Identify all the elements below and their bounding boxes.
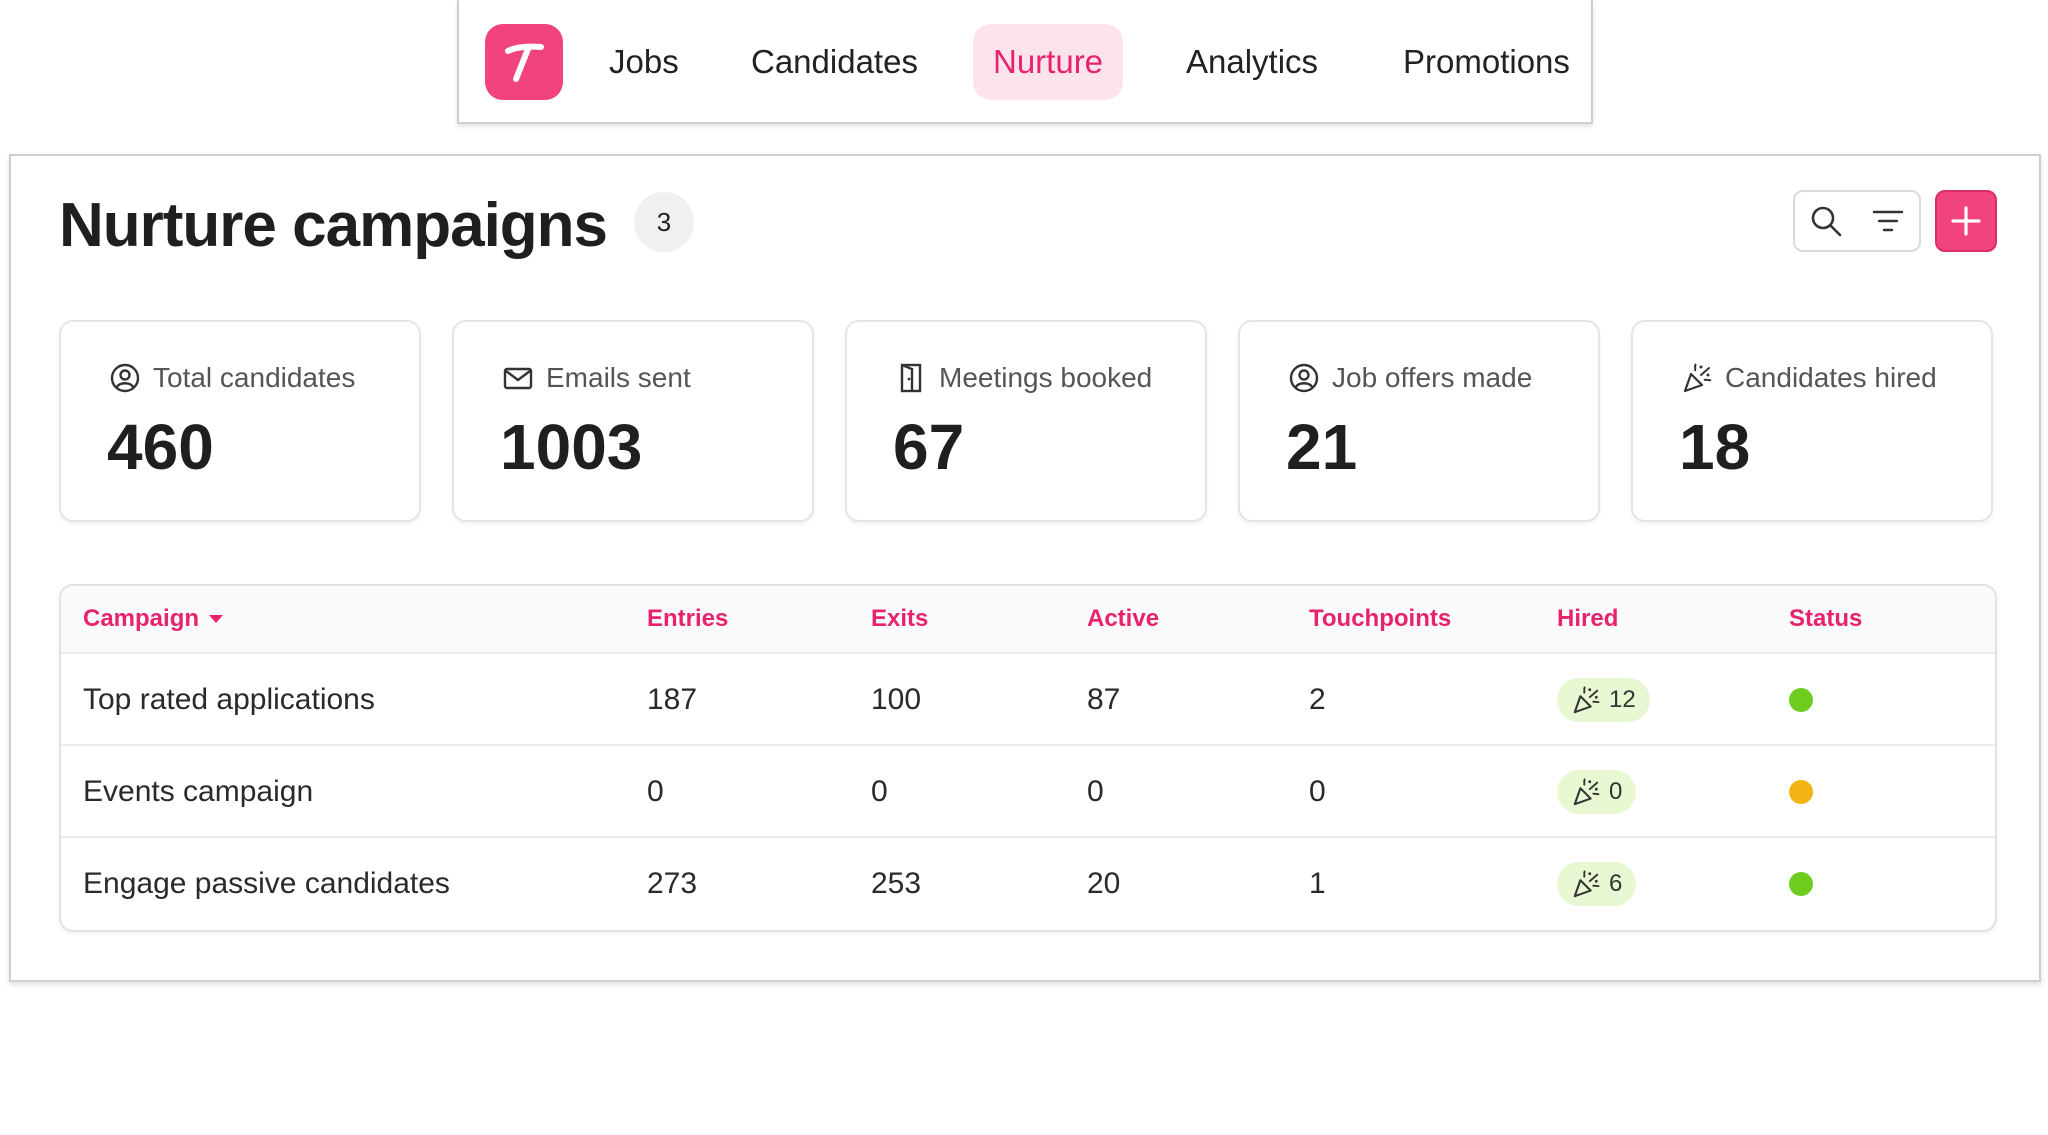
exits-cell: 0 bbox=[871, 775, 888, 808]
user-circle-icon bbox=[1288, 362, 1320, 394]
stat-card-meetings-booked: Meetings booked 67 bbox=[845, 320, 1207, 522]
hired-count: 12 bbox=[1609, 686, 1636, 713]
party-popper-icon bbox=[1571, 869, 1601, 899]
stat-value: 21 bbox=[1286, 411, 1358, 483]
stat-value: 18 bbox=[1679, 411, 1751, 483]
status-cell bbox=[1789, 838, 1813, 930]
active-cell: 87 bbox=[1087, 683, 1121, 716]
hired-badge: 6 bbox=[1557, 862, 1637, 906]
hired-badge: 12 bbox=[1557, 678, 1650, 722]
stat-label: Meetings booked bbox=[939, 362, 1153, 393]
campaign-name[interactable]: Engage passive candidates bbox=[83, 867, 450, 900]
active-cell: 20 bbox=[1087, 867, 1121, 900]
hired-count: 6 bbox=[1609, 870, 1623, 897]
hired-count: 0 bbox=[1609, 778, 1623, 805]
exits-cell: 253 bbox=[871, 867, 922, 900]
stat-label: Candidates hired bbox=[1725, 362, 1937, 393]
stat-label: Total candidates bbox=[153, 362, 356, 393]
column-header-hired[interactable]: Hired bbox=[1557, 605, 1619, 632]
hired-cell: 12 bbox=[1557, 654, 1650, 746]
table-header: Campaign Entries Exits Active Touchpoint… bbox=[61, 586, 1995, 654]
hired-cell: 0 bbox=[1557, 746, 1637, 838]
user-circle-icon bbox=[109, 362, 141, 394]
status-dot bbox=[1789, 780, 1813, 804]
plus-icon bbox=[1951, 206, 1981, 236]
stat-label: Emails sent bbox=[546, 362, 691, 393]
stat-label-row: Emails sent bbox=[502, 362, 691, 394]
stat-label-row: Meetings booked bbox=[895, 362, 1152, 394]
party-popper-icon bbox=[1571, 685, 1601, 715]
stat-card-candidates-hired: Candidates hired 18 bbox=[1631, 320, 1993, 522]
sort-caret-down-icon bbox=[209, 615, 224, 623]
add-campaign-button[interactable] bbox=[1935, 190, 1997, 252]
stat-card-emails-sent: Emails sent 1003 bbox=[452, 320, 814, 522]
stat-card-job-offers-made: Job offers made 21 bbox=[1238, 320, 1600, 522]
page-title: Nurture campaigns bbox=[59, 191, 608, 260]
hired-badge: 0 bbox=[1557, 770, 1637, 814]
status-cell bbox=[1789, 746, 1813, 838]
nav-analytics[interactable]: Analytics bbox=[1186, 43, 1319, 80]
search-button[interactable] bbox=[1795, 192, 1857, 250]
stat-label-row: Candidates hired bbox=[1681, 362, 1937, 394]
column-header-entries[interactable]: Entries bbox=[647, 605, 729, 632]
exits-cell: 100 bbox=[871, 683, 922, 716]
campaigns-table: Campaign Entries Exits Active Touchpoint… bbox=[59, 584, 1997, 932]
status-dot bbox=[1789, 688, 1813, 712]
nav-nurture[interactable]: Nurture bbox=[973, 24, 1124, 100]
column-header-active[interactable]: Active bbox=[1087, 605, 1160, 632]
stat-value: 1003 bbox=[500, 411, 643, 483]
table-row[interactable]: Events campaign 0 0 0 0 0 bbox=[61, 746, 1995, 838]
column-header-campaign[interactable]: Campaign bbox=[83, 586, 225, 652]
filter-icon bbox=[1872, 210, 1904, 232]
stat-value: 67 bbox=[893, 411, 965, 483]
hired-cell: 6 bbox=[1557, 838, 1637, 930]
top-nav: Jobs Candidates Nurture Analytics Promot… bbox=[457, 0, 1593, 124]
main-panel: Nurture campaigns 3 Total c bbox=[9, 154, 2041, 982]
table-row[interactable]: Engage passive candidates 273 253 20 1 6 bbox=[61, 838, 1995, 930]
column-header-touchpoints[interactable]: Touchpoints bbox=[1309, 605, 1452, 632]
touchpoints-cell: 1 bbox=[1309, 867, 1326, 900]
table-row[interactable]: Top rated applications 187 100 87 2 12 bbox=[61, 654, 1995, 746]
column-header-label: Campaign bbox=[83, 605, 200, 632]
touchpoints-cell: 0 bbox=[1309, 775, 1326, 808]
toolbar-group bbox=[1793, 190, 1921, 252]
touchpoints-cell: 2 bbox=[1309, 683, 1326, 716]
status-dot bbox=[1789, 872, 1813, 896]
campaign-name[interactable]: Events campaign bbox=[83, 775, 314, 808]
stat-card-total-candidates: Total candidates 460 bbox=[59, 320, 421, 522]
column-header-exits[interactable]: Exits bbox=[871, 605, 929, 632]
party-popper-icon bbox=[1681, 362, 1713, 394]
app-logo[interactable] bbox=[485, 24, 563, 100]
campaign-name[interactable]: Top rated applications bbox=[83, 683, 375, 716]
filter-button[interactable] bbox=[1857, 192, 1919, 250]
entries-cell: 187 bbox=[647, 683, 698, 716]
nav-jobs[interactable]: Jobs bbox=[609, 43, 679, 80]
search-icon bbox=[1811, 206, 1842, 237]
mail-icon bbox=[502, 362, 534, 394]
door-icon bbox=[895, 362, 927, 394]
nav-candidates[interactable]: Candidates bbox=[751, 43, 918, 80]
column-header-status[interactable]: Status bbox=[1789, 605, 1863, 632]
logo-t-icon bbox=[505, 43, 544, 82]
entries-cell: 0 bbox=[647, 775, 664, 808]
entries-cell: 273 bbox=[647, 867, 698, 900]
stat-value: 460 bbox=[107, 411, 214, 483]
stat-label-row: Job offers made bbox=[1288, 362, 1532, 394]
party-popper-icon bbox=[1571, 777, 1601, 807]
stat-label: Job offers made bbox=[1332, 362, 1533, 393]
status-cell bbox=[1789, 654, 1813, 746]
stat-label-row: Total candidates bbox=[109, 362, 355, 394]
nav-promotions[interactable]: Promotions bbox=[1403, 43, 1570, 80]
campaign-count-badge: 3 bbox=[634, 192, 694, 252]
active-cell: 0 bbox=[1087, 775, 1104, 808]
